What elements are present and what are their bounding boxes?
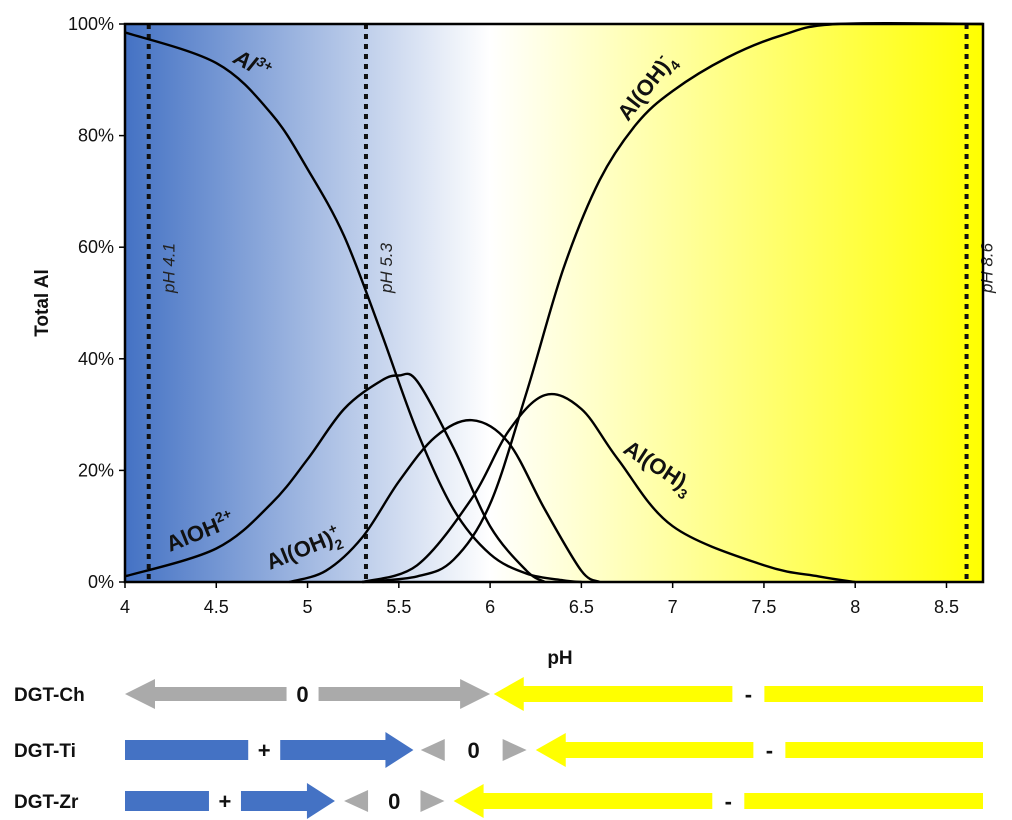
- dgt-row: DGT-Zr +0 -: [14, 783, 984, 819]
- dgt-row: DGT-Ch 0 -: [14, 677, 983, 711]
- x-tick-label: 5: [303, 597, 313, 617]
- arrow-head-right: [502, 739, 527, 761]
- ph-marker-label: pH 8.6: [978, 242, 997, 294]
- x-tick-label: 8.5: [934, 597, 959, 617]
- sign-background: [457, 734, 490, 766]
- x-axis-title: pH: [547, 648, 572, 669]
- sign-label: 0: [468, 738, 480, 763]
- ph-marker-label: pH 5.3: [377, 242, 396, 294]
- y-tick-label: 60%: [78, 237, 114, 257]
- sign-background: [712, 785, 745, 817]
- dgt-row-label: DGT-Zr: [14, 792, 79, 813]
- arrow-head-right: [420, 790, 445, 812]
- x-tick-label: 4.5: [204, 597, 229, 617]
- arrow-head-left: [420, 739, 445, 761]
- sign-background: [286, 678, 319, 710]
- y-tick-label: 100%: [68, 14, 114, 34]
- sign-label: -: [725, 789, 732, 814]
- x-tick-label: 6.5: [569, 597, 594, 617]
- sign-label: 0: [388, 789, 400, 814]
- sign-background: [248, 734, 281, 766]
- species-curve: [124, 31, 582, 584]
- x-tick-label: 6: [485, 597, 495, 617]
- y-tick-label: 40%: [78, 349, 114, 369]
- sign-label: 0: [296, 682, 308, 707]
- plot-background: [125, 24, 983, 582]
- arrow-head-left: [344, 790, 369, 812]
- species-curve: [361, 392, 856, 584]
- y-tick-label: 80%: [78, 126, 114, 146]
- species-curve: [362, 21, 984, 584]
- dgt-row-label: DGT-Ti: [14, 741, 76, 762]
- sign-label: -: [766, 738, 773, 763]
- x-tick-label: 4: [120, 597, 130, 617]
- plot-frame: [123, 22, 985, 584]
- sign-background: [732, 678, 765, 710]
- species-curve: [124, 372, 546, 584]
- x-tick-label: 7: [668, 597, 678, 617]
- sign-background: [208, 785, 241, 817]
- dgt-row: DGT-Ti +0 -: [14, 732, 983, 768]
- x-tick-label: 8: [850, 597, 860, 617]
- sign-label: +: [219, 789, 232, 814]
- x-tick-label: 7.5: [751, 597, 776, 617]
- species-curve: [288, 418, 601, 584]
- sign-background: [753, 734, 786, 766]
- x-tick-label: 5.5: [386, 597, 411, 617]
- dgt-row-label: DGT-Ch: [14, 685, 85, 706]
- ph-marker-label: pH 4.1: [160, 243, 179, 294]
- y-tick-label: 0%: [88, 572, 114, 592]
- sign-label: +: [258, 738, 271, 763]
- sign-background: [378, 785, 411, 817]
- y-axis-title: Total Al: [32, 269, 53, 337]
- y-tick-label: 20%: [78, 460, 114, 480]
- sign-label: -: [745, 682, 752, 707]
